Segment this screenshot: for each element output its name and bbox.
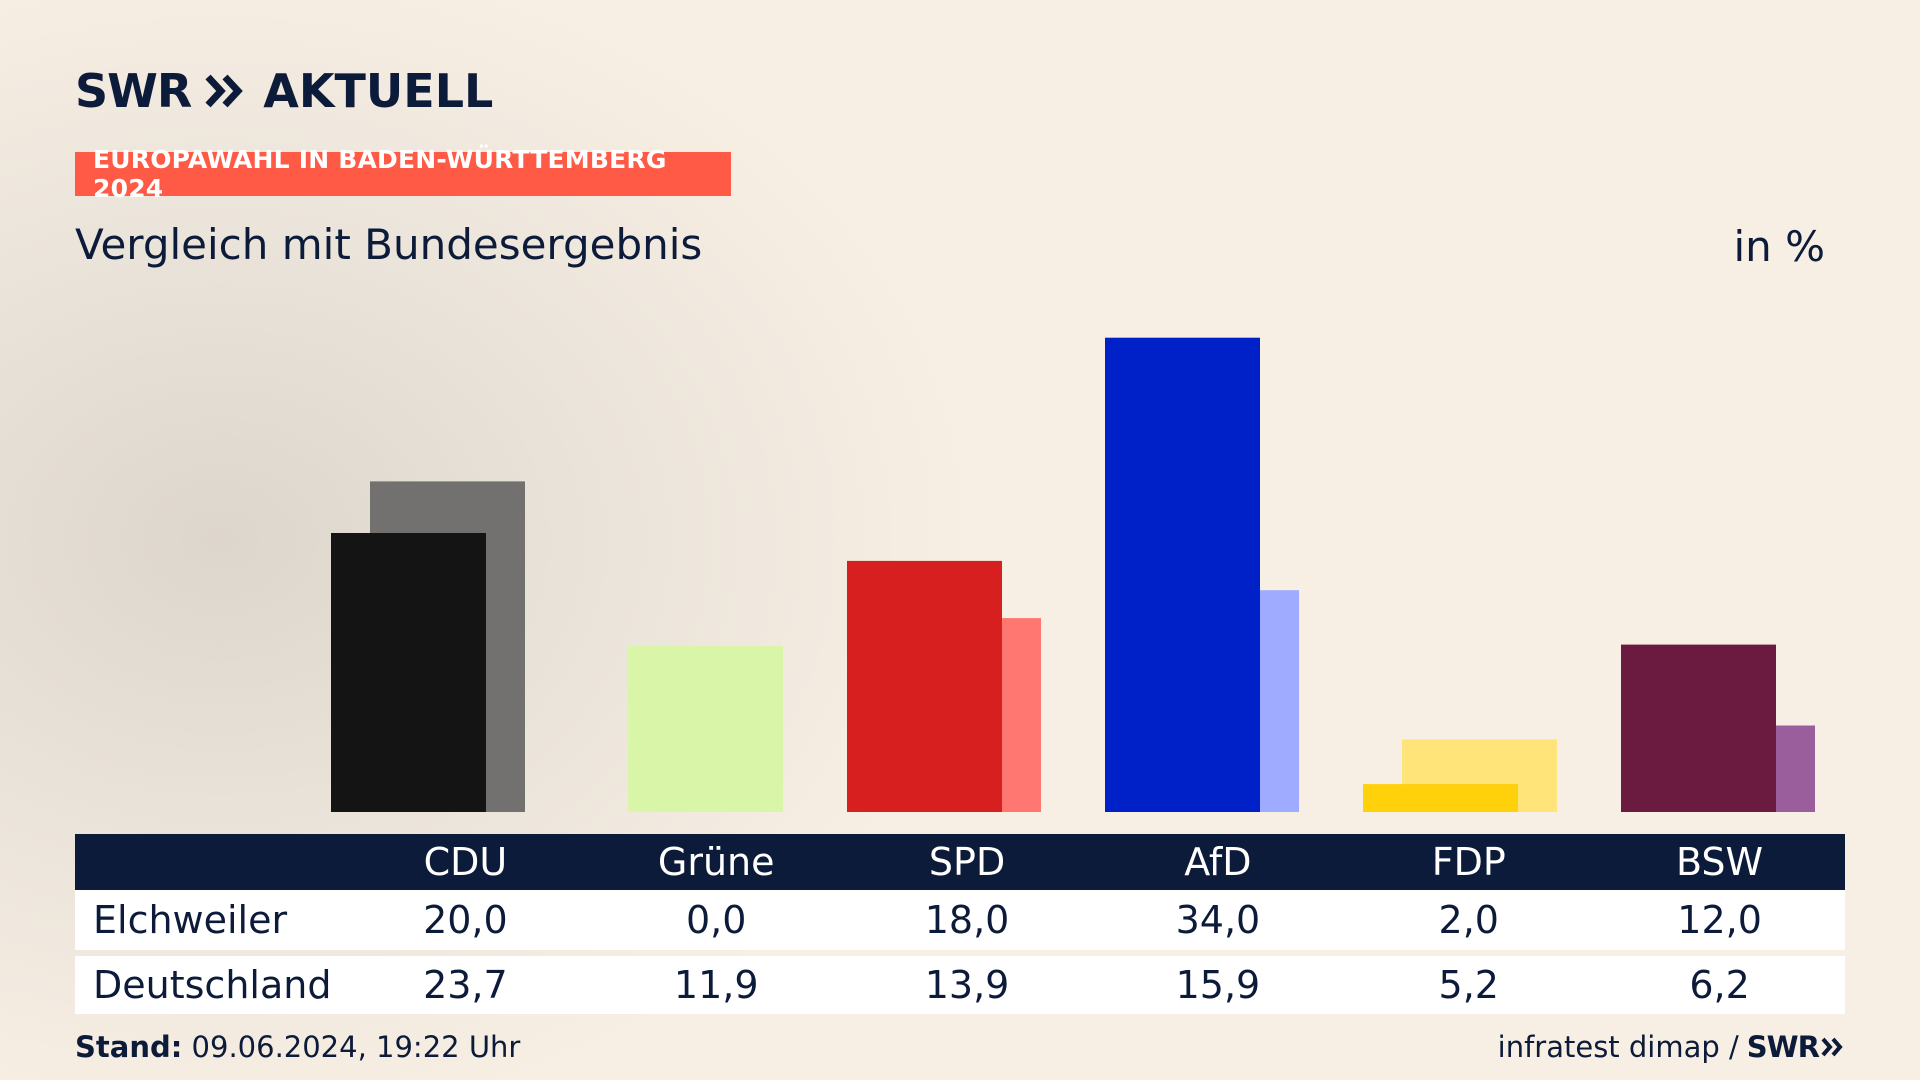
double-chevron-icon <box>205 74 244 108</box>
bar-elchweiler-spd <box>847 560 1002 812</box>
table-cell: 11,9 <box>673 963 759 1007</box>
table-cell: 18,0 <box>924 898 1010 942</box>
table-cell: 6,2 <box>1689 963 1750 1007</box>
column-header: BSW <box>1676 840 1764 884</box>
unit-label: in % <box>1733 222 1825 271</box>
double-chevron-icon <box>1821 1037 1843 1057</box>
stand-label: Stand: <box>75 1030 183 1064</box>
bar-elchweiler-fdp <box>1363 784 1518 812</box>
source-text: infratest dimap / <box>1497 1030 1739 1064</box>
table-cell: 15,9 <box>1175 963 1261 1007</box>
table-row: Elchweiler 20,0 0,0 18,0 34,0 2,0 12,0 <box>75 890 1845 950</box>
column-header: CDU <box>423 840 508 884</box>
table-cell: 23,7 <box>423 963 508 1007</box>
table-cell: 0,0 <box>686 898 747 942</box>
row-label: Elchweiler <box>93 898 288 942</box>
source-credit: infratest dimap / SWR <box>1498 1030 1845 1064</box>
column-header: SPD <box>928 840 1006 884</box>
table-cell: 12,0 <box>1677 898 1762 942</box>
column-header: FDP <box>1431 840 1506 884</box>
table-cell: 20,0 <box>423 898 508 942</box>
results-table: CDU Grüne SPD AfD FDP BSW Elchweiler 20,… <box>75 834 1845 1014</box>
table-cell: 34,0 <box>1175 898 1261 942</box>
table-cell: 13,9 <box>924 963 1010 1007</box>
bar-deutschland-grüne <box>628 645 783 812</box>
bar-elchweiler-afd <box>1105 337 1260 812</box>
table-cell: 2,0 <box>1438 898 1499 942</box>
table-row: Deutschland 23,7 11,9 13,9 15,9 5,2 6,2 <box>75 956 1845 1014</box>
logo-product-text: AKTUELL <box>263 64 494 118</box>
timestamp: Stand: 09.06.2024, 19:22 Uhr <box>75 1030 520 1064</box>
swr-aktuell-logo: SWR AKTUELL <box>75 64 494 118</box>
table-cell: 5,2 <box>1438 963 1499 1007</box>
chart-subtitle: Vergleich mit Bundesergebnis <box>75 220 703 269</box>
bar-elchweiler-bsw <box>1621 644 1776 812</box>
column-header: AfD <box>1184 840 1252 884</box>
row-label: Deutschland <box>93 963 332 1007</box>
swr-footer-logo: SWR <box>1747 1030 1845 1064</box>
bar-elchweiler-cdu <box>331 533 486 812</box>
stand-value: 09.06.2024, 19:22 Uhr <box>182 1030 521 1064</box>
logo-swr-text: SWR <box>75 64 192 118</box>
table-header-row: CDU Grüne SPD AfD FDP BSW <box>75 834 1845 890</box>
column-header: Grüne <box>657 840 775 884</box>
swr-footer-text: SWR <box>1746 1030 1820 1064</box>
